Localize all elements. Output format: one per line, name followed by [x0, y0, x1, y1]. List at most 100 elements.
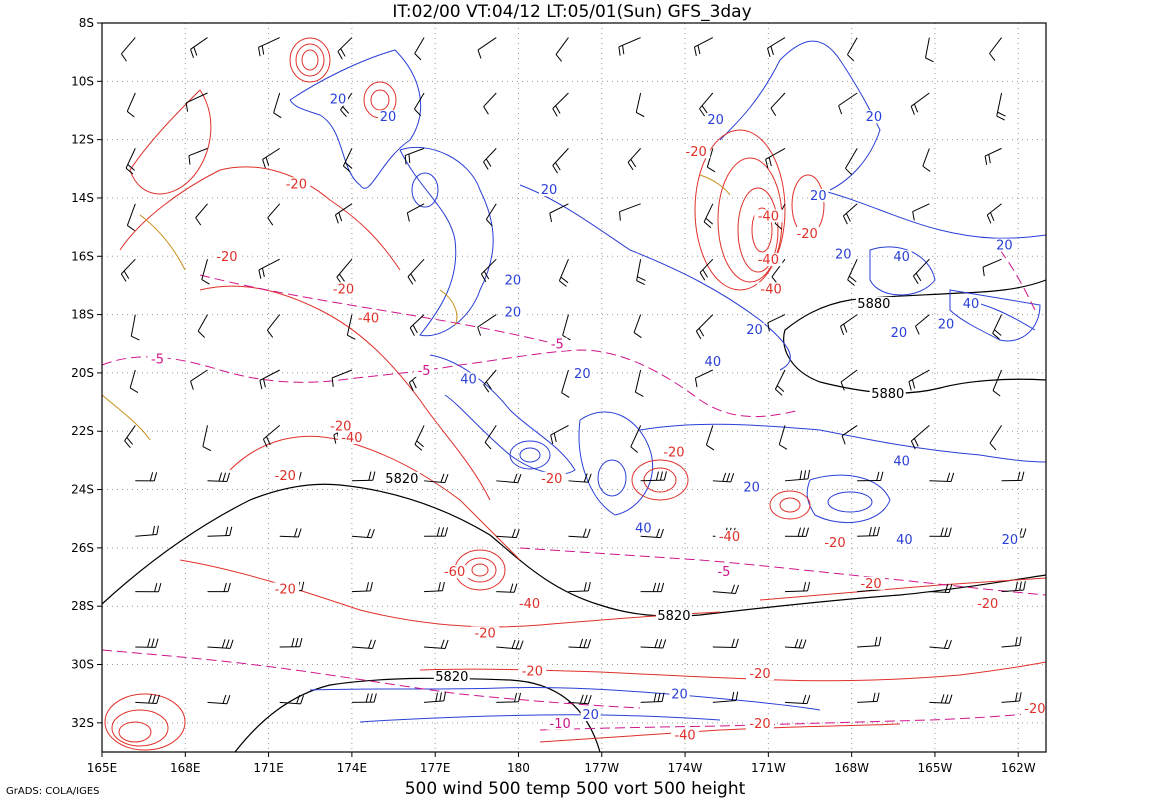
wind-barb: [186, 93, 207, 112]
wind-accent-contour: [102, 395, 150, 440]
vort-neg-contour: [119, 722, 151, 742]
vort-neg-contour: [130, 90, 211, 194]
wind-barb: [619, 38, 641, 56]
wind-barb: [568, 695, 591, 704]
wind-barb: [352, 529, 374, 538]
vort-pos-label: 20: [707, 113, 724, 128]
wind-barb: [911, 93, 929, 115]
map-title: IT:02/00 VT:04/12 LT:05/01(Sun) GFS_3day: [392, 2, 751, 22]
wind-barb: [135, 694, 159, 703]
vort-neg-label: -40: [719, 530, 740, 545]
wind-barb: [496, 529, 519, 538]
wind-barb: [857, 472, 883, 481]
vort-pos-label: 20: [330, 93, 347, 108]
vort-pos-contour: [310, 687, 820, 710]
wind-barb: [481, 259, 496, 282]
wind-barb: [496, 693, 520, 702]
height-contour-label: 5880: [857, 297, 890, 312]
lat-label: 12S: [71, 133, 94, 147]
vort-neg-contour: [230, 436, 520, 560]
wind-barb: [620, 204, 641, 221]
lon-label: 174E: [337, 761, 368, 775]
vort-pos-contour: [720, 41, 880, 190]
wind-barb: [713, 692, 738, 703]
vort-pos-label: 20: [582, 708, 599, 723]
wind-barb: [637, 259, 646, 284]
vort-pos-contour: [290, 50, 421, 188]
vort-pos-label: 20: [505, 306, 522, 321]
credit-text: GrADS: COLA/IGES: [6, 786, 100, 797]
vort-pos-label: 20: [938, 317, 955, 332]
wind-barb: [268, 204, 280, 225]
wind-barb: [641, 583, 664, 592]
temp-label: -5: [418, 364, 431, 379]
vort-pos-label: 20: [996, 239, 1013, 254]
vort-neg-label: -40: [519, 597, 540, 612]
vort-pos-contour: [820, 190, 1046, 238]
wind-barb: [909, 370, 929, 390]
lon-label: 177E: [420, 761, 451, 775]
wind-accent-contour: [440, 290, 457, 325]
lat-label: 32S: [71, 716, 94, 730]
wind-barb: [208, 527, 232, 536]
wind-barb: [990, 38, 1002, 61]
wind-barb: [983, 259, 1002, 276]
lat-label: 10S: [71, 74, 94, 88]
wind-barb: [405, 148, 424, 164]
lon-label: 171W: [751, 761, 786, 775]
wind-barb: [925, 38, 933, 62]
vort-neg-label: -20: [686, 145, 707, 160]
vort-neg-label: -20: [977, 597, 998, 612]
temp-contour: [520, 548, 1046, 595]
wind-barb: [562, 370, 570, 397]
lon-label: 174W: [668, 761, 703, 775]
vort-pos-contour: [412, 173, 438, 207]
vort-neg-label: -20: [1024, 702, 1045, 717]
wind-barb: [775, 370, 785, 395]
wind-barb: [414, 93, 424, 116]
wind-barb: [929, 640, 951, 649]
wind-barb: [478, 38, 496, 59]
wind-barb: [208, 473, 230, 482]
wind-barb: [556, 38, 568, 62]
vort-neg-contour: [464, 558, 496, 582]
wind-barb: [841, 370, 857, 390]
wind-barb: [408, 259, 424, 284]
wind-accent-contour: [700, 175, 730, 195]
wind-barb: [631, 425, 641, 452]
height-contour-label: 5880: [871, 387, 904, 402]
wind-barb: [993, 370, 1002, 396]
wind-barb: [636, 93, 644, 117]
vort-pos-label: 20: [743, 481, 760, 496]
lat-label: 24S: [71, 483, 94, 497]
wind-barb: [766, 148, 785, 168]
wind-barb: [848, 259, 858, 285]
wind-barb: [1002, 472, 1024, 481]
vort-pos-label: 20: [810, 189, 827, 204]
vort-neg-contour: [296, 44, 324, 76]
lat-label: 18S: [71, 308, 94, 322]
wind-barb: [553, 148, 569, 173]
vort-neg-label: -60: [444, 565, 465, 580]
vort-pos-label: 20: [671, 688, 688, 703]
wind-barb: [415, 38, 424, 60]
lon-label: 177W: [584, 761, 619, 775]
wind-barb: [857, 693, 879, 703]
vort-neg-label: -20: [797, 227, 818, 242]
vort-neg-contour: [200, 286, 490, 500]
wind-barb: [121, 38, 135, 62]
lat-label: 28S: [71, 599, 94, 613]
vort-neg-label: -20: [333, 282, 354, 297]
wind-barb: [559, 259, 568, 286]
lon-label: 168W: [834, 761, 869, 775]
vort-neg-label: -40: [758, 253, 779, 268]
vort-pos-label: 40: [705, 355, 722, 370]
wind-barb: [929, 473, 953, 482]
wind-barb: [785, 639, 806, 648]
wind-barb: [191, 38, 208, 58]
wind-barb: [713, 585, 739, 594]
vort-neg-contour: [770, 491, 810, 519]
wind-barb: [337, 259, 352, 284]
